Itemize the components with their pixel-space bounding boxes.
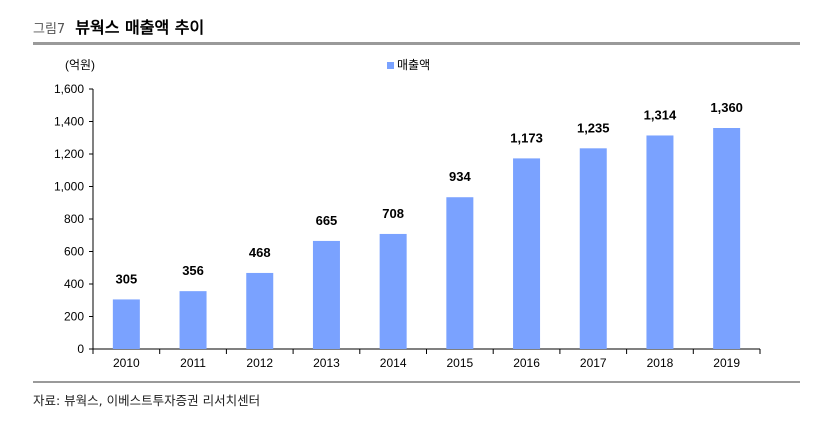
data-label: 1,314 [644, 107, 677, 122]
data-label: 1,173 [510, 130, 543, 145]
legend: 매출액 [387, 58, 430, 72]
x-tick-label: 2017 [580, 356, 607, 370]
legend-swatch [387, 62, 394, 69]
x-tick-label: 2011 [180, 356, 206, 370]
x-axis: 2010 2011 2012 2013 2014 2015 2016 2017 2018 2019 [92, 348, 761, 370]
x-tick-label: 2018 [647, 356, 674, 370]
data-label: 356 [182, 263, 204, 278]
bar [646, 135, 674, 349]
figure-number: 그림7 [33, 22, 66, 37]
x-tick-label: 2016 [513, 356, 540, 370]
data-label: 305 [115, 271, 137, 286]
bar [513, 158, 541, 349]
legend-label: 매출액 [397, 58, 430, 72]
figure-heading: 그림7 뷰웍스 매출액 추이 [33, 14, 204, 38]
data-label: 1,235 [577, 120, 610, 135]
bar [312, 240, 340, 349]
y-tick-label: 600 [64, 245, 84, 259]
figure-title: 뷰웍스 매출액 추이 [75, 18, 205, 37]
bar [112, 299, 140, 349]
bar [179, 291, 207, 349]
y-tick-label: 1,200 [54, 147, 84, 161]
bottom-divider [33, 381, 800, 383]
y-tick-label: 800 [64, 212, 84, 226]
source-note: 자료: 뷰웍스, 이베스트투자증권 리서치센터 [33, 393, 261, 408]
data-label: 934 [449, 169, 471, 184]
data-label: 708 [382, 206, 404, 221]
bar [379, 233, 407, 349]
bar [446, 197, 474, 349]
bar [579, 148, 607, 349]
bar-chart: (억원) 매출액 0 200 400 600 800 1,000 1,200 1,400 1,6… [54, 58, 761, 370]
bar [713, 128, 741, 349]
bar [246, 272, 274, 349]
y-tick-label: 1,000 [54, 180, 84, 194]
y-tick-label: 400 [64, 277, 84, 291]
y-tick-label: 1,400 [54, 115, 84, 129]
y-unit-label: (억원) [65, 58, 95, 72]
x-tick-label: 2012 [246, 356, 273, 370]
data-label: 468 [249, 245, 271, 260]
x-tick-label: 2015 [446, 356, 473, 370]
x-tick-label: 2019 [713, 356, 740, 370]
data-label: 665 [316, 213, 338, 228]
top-divider [33, 42, 800, 45]
x-tick-label: 2010 [113, 356, 140, 370]
x-tick-label: 2013 [313, 356, 340, 370]
y-axis: 0 200 400 600 800 1,000 1,200 1,400 1,600 [54, 82, 94, 356]
data-label: 1,360 [710, 100, 743, 115]
y-tick-label: 1,600 [54, 82, 84, 96]
y-tick-label: 0 [77, 342, 84, 356]
bar-series: 305 356 468 665 708 934 1,173 1,235 1,314 1,360 [112, 100, 743, 349]
x-tick-label: 2014 [380, 356, 407, 370]
y-tick-label: 200 [64, 310, 84, 324]
